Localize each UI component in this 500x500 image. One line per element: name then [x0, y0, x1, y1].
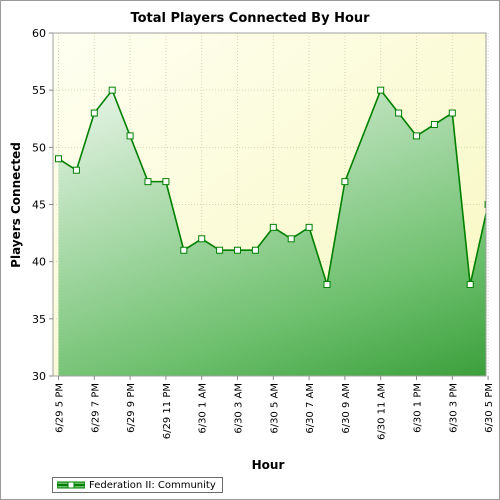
y-tick-label: 60: [32, 27, 46, 40]
series-area: [55, 86, 486, 376]
data-point: [466, 281, 474, 289]
x-tick-label: 6/30 5 AM: [269, 383, 280, 434]
data-point: [395, 109, 403, 117]
data-point: [413, 132, 420, 140]
y-axis-label: Players Connected: [9, 142, 23, 268]
x-tick-label: 6/30 7 AM: [305, 383, 316, 434]
y-axis-ticks: 30 35 40 45 50 55 60: [32, 27, 53, 383]
data-point: [72, 166, 80, 174]
y-tick-label: 30: [32, 370, 46, 383]
x-tick-label: 6/30 9 AM: [341, 383, 352, 434]
data-point: [90, 109, 98, 117]
data-point: [269, 223, 277, 231]
data-point: [144, 178, 152, 186]
data-point: [377, 86, 385, 94]
y-tick-label: 35: [32, 313, 46, 326]
data-point: [448, 109, 456, 117]
legend-swatch-icon: [57, 481, 85, 489]
x-tick-label: 6/29 7 PM: [90, 383, 101, 433]
x-tick-label: 6/30 1 AM: [198, 383, 209, 434]
data-point: [180, 246, 188, 254]
data-point: [108, 86, 116, 94]
data-point: [251, 246, 259, 254]
data-point: [55, 155, 62, 163]
legend-label: Federation II: Community: [89, 479, 216, 491]
x-tick-label: 6/29 9 PM: [126, 383, 137, 433]
data-point: [216, 246, 224, 254]
legend: Federation II: Community: [52, 477, 223, 493]
x-tick-label: 6/30 11 AM: [377, 383, 388, 440]
series-line: [58, 88, 486, 285]
series-area-fill: [58, 90, 486, 376]
data-point: [323, 281, 331, 289]
data-point: [430, 120, 438, 128]
data-point: [341, 178, 349, 186]
x-tick-label: 6/29 11 PM: [162, 383, 173, 439]
x-tick-label: 6/30 3 PM: [448, 383, 459, 433]
x-tick-label: 6/30 1 PM: [413, 383, 424, 433]
x-tick-label: 6/29 5 PM: [55, 383, 66, 433]
data-point: [162, 178, 170, 186]
y-tick-label: 45: [32, 199, 46, 212]
x-tick-label: 6/30 5 PM: [484, 383, 495, 433]
data-point: [126, 132, 134, 140]
x-axis-label: Hour: [252, 458, 285, 472]
y-tick-label: 40: [32, 256, 46, 269]
chart-title: Total Players Connected By Hour: [130, 11, 370, 26]
data-point: [287, 235, 295, 243]
data-point: [198, 235, 206, 243]
y-tick-label: 50: [32, 141, 46, 154]
x-tick-label: 6/30 3 AM: [234, 383, 245, 434]
data-point: [305, 223, 313, 231]
data-point: [234, 246, 241, 254]
y-tick-label: 55: [32, 84, 46, 97]
x-axis-ticks: 6/29 5 PM 6/29 7 PM 6/29 9 PM 6/29 11 PM 6/3…: [55, 376, 495, 440]
